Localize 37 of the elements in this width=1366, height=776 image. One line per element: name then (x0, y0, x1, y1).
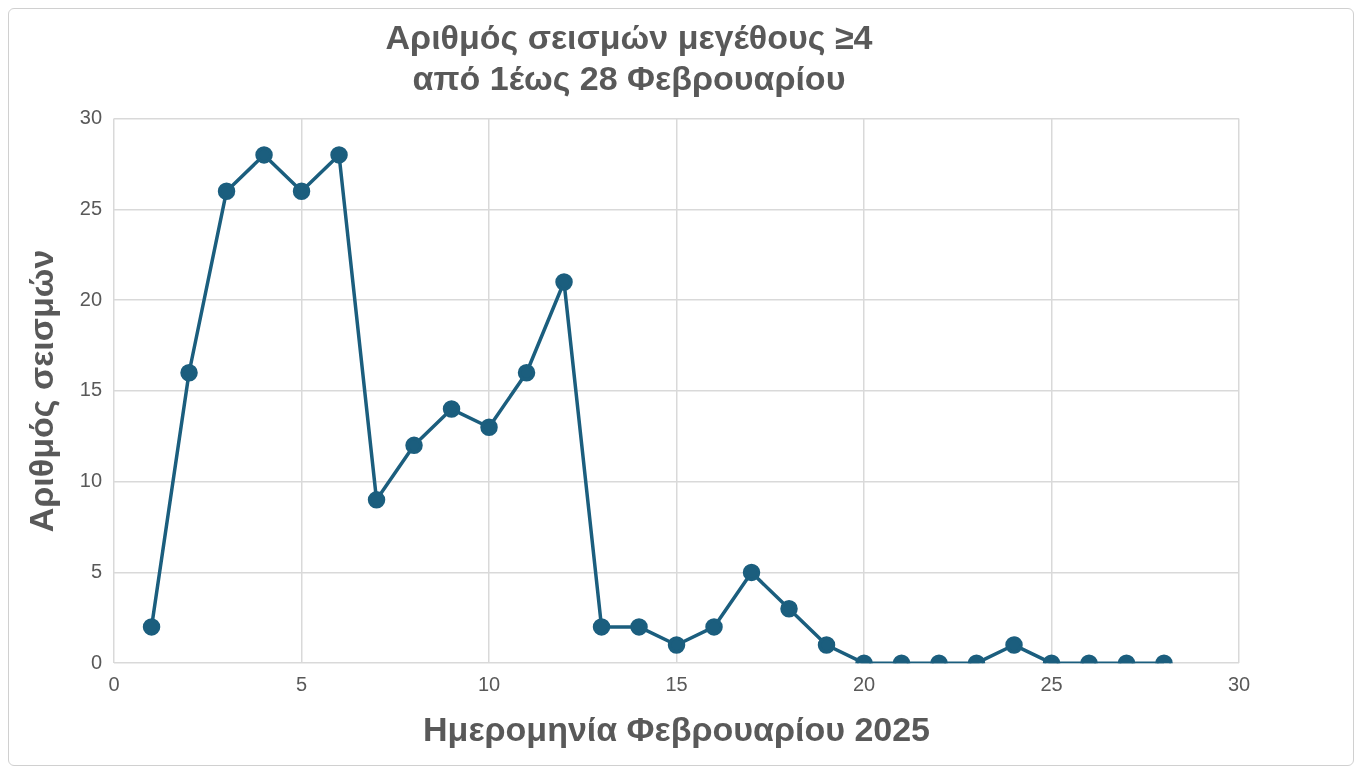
point (780, 599, 798, 618)
point (292, 182, 311, 200)
x-tick-label: 10 (477, 672, 501, 695)
y-tick-label: 25 (79, 196, 103, 219)
x-tick-label: 0 (108, 672, 120, 695)
y-tick-label: 20 (79, 287, 103, 310)
point (217, 182, 236, 200)
point (330, 146, 348, 164)
y-tick-label: 10 (79, 469, 103, 492)
y-tick-label: 5 (90, 559, 103, 582)
point (742, 563, 761, 582)
point (142, 618, 161, 636)
x-tick-label: 30 (1227, 672, 1251, 695)
point (442, 400, 461, 418)
point (1005, 636, 1023, 654)
y-axis-title: Αριθμός σεισμών (21, 249, 60, 533)
point (817, 636, 836, 654)
y-tick-label: 0 (90, 650, 103, 673)
point (480, 418, 498, 436)
y-tick-label: 30 (79, 106, 103, 129)
point (630, 618, 648, 636)
point (667, 636, 686, 654)
x-tick-label: 5 (295, 672, 308, 695)
x-tick-label: 20 (852, 672, 876, 695)
point (592, 618, 611, 636)
point (705, 618, 723, 636)
point (517, 364, 536, 382)
point (405, 436, 423, 455)
x-tick-label: 25 (1040, 672, 1063, 695)
chart-title: Αριθμός σεισμών μεγέθους ≥4 από 1έως 28 Φεβρουαρίου (385, 17, 873, 97)
y-tick-label: 15 (79, 378, 103, 401)
point (555, 273, 573, 291)
point (367, 491, 386, 509)
point (180, 364, 198, 382)
point (255, 146, 273, 164)
x-axis-title: Ημερομηνία Φεβρουαρίου 2025 (423, 709, 931, 748)
x-tick-label: 15 (665, 672, 688, 695)
